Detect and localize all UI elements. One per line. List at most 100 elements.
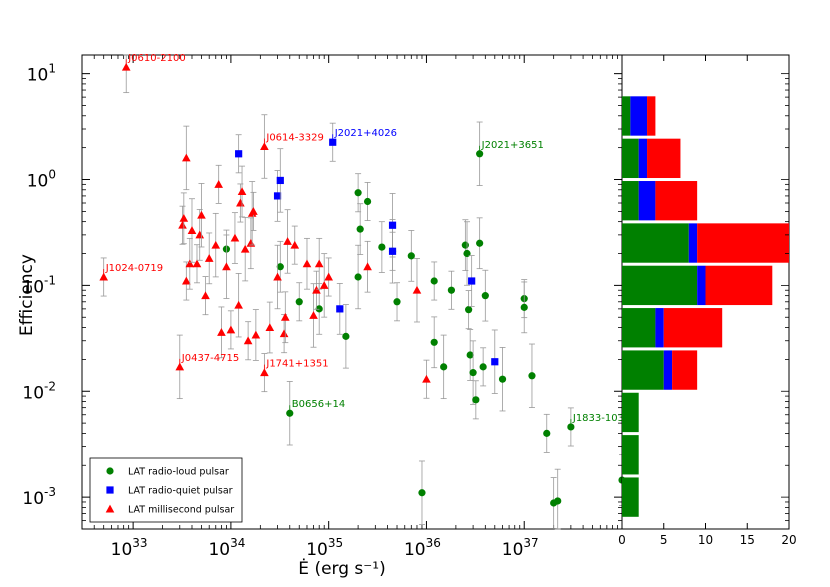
x-tick-label: 1037 xyxy=(502,536,539,560)
loud-point xyxy=(472,396,480,404)
y-tick-label: 101 xyxy=(27,62,56,86)
quiet-point xyxy=(388,247,397,255)
quiet-point xyxy=(388,221,397,229)
loud-point xyxy=(430,338,438,346)
loud-point xyxy=(476,239,484,247)
msp-point xyxy=(243,336,253,345)
quiet-point xyxy=(468,277,476,285)
loud-point xyxy=(465,306,473,314)
msp-point xyxy=(312,285,321,294)
hist-x-tick-label: 20 xyxy=(781,533,796,547)
hist-bar-msp xyxy=(647,138,681,179)
hist-bar-msp xyxy=(672,350,698,390)
hist-bar-loud xyxy=(622,392,639,433)
quiet-point xyxy=(336,305,344,313)
hist-bar-loud xyxy=(622,181,639,221)
y-tick-label: 10-2 xyxy=(22,379,56,403)
loud-point xyxy=(276,263,284,271)
loud-point xyxy=(469,369,477,377)
hist-bar-quiet xyxy=(655,308,664,348)
hist-x-tick-label: 15 xyxy=(740,533,755,547)
msp-point xyxy=(240,244,250,253)
annotation-label: J0614-3329 xyxy=(265,133,323,144)
loud-point xyxy=(407,252,415,260)
loud-point xyxy=(378,243,386,251)
x-tick-label: 1034 xyxy=(208,536,245,560)
hist-x-tick-label: 10 xyxy=(698,533,713,547)
legend-marker-msp xyxy=(105,504,115,513)
hist-bar-quiet xyxy=(638,181,656,221)
msp-point xyxy=(422,374,431,383)
x-tick-label: 1035 xyxy=(306,536,343,560)
hist-bar-loud xyxy=(622,350,664,390)
hist-bar-msp xyxy=(663,308,723,348)
msp-point xyxy=(222,262,231,271)
legend-marker-quiet xyxy=(106,486,114,494)
loud-point xyxy=(354,273,362,281)
hist-bar-msp xyxy=(697,223,789,263)
msp-point xyxy=(195,230,205,239)
x-tick-label: 1033 xyxy=(111,536,148,560)
msp-point xyxy=(204,254,214,262)
msp-point xyxy=(217,328,226,336)
msp-point xyxy=(273,272,282,281)
loud-point xyxy=(528,372,536,380)
annotation-label: B0656+14 xyxy=(292,399,345,410)
msp-point xyxy=(192,259,202,268)
msp-point xyxy=(279,329,289,338)
loud-point xyxy=(481,292,489,300)
loud-point xyxy=(543,429,551,437)
annotation-label: J0610-2100 xyxy=(127,53,185,64)
loud-point xyxy=(393,298,401,306)
msp-point xyxy=(236,198,245,207)
hist-bar-loud xyxy=(622,477,639,517)
msp-point xyxy=(237,187,247,195)
msp-point xyxy=(319,281,329,289)
msp-point xyxy=(230,233,240,242)
loud-point xyxy=(463,249,471,258)
quiet-point xyxy=(329,138,337,146)
efficiency-histogram: 0 5 10 15 20 xyxy=(618,54,797,547)
loud-point xyxy=(418,489,426,497)
msp-point xyxy=(179,213,189,222)
msp-point xyxy=(182,153,191,162)
hist-bar-loud xyxy=(622,223,689,263)
msp-point xyxy=(197,210,206,219)
quiet-point xyxy=(273,192,282,200)
x-axis-title: Ė (erg s⁻¹) xyxy=(298,558,385,579)
msp-point xyxy=(251,330,261,339)
x-axis-label: Ė (erg s⁻¹) xyxy=(298,558,385,579)
msp-point xyxy=(185,259,195,268)
msp-point xyxy=(246,238,256,247)
loud-point xyxy=(356,225,364,233)
series-msp xyxy=(99,54,431,400)
msp-point xyxy=(201,291,210,300)
msp-point xyxy=(412,285,422,294)
msp-point xyxy=(178,220,187,229)
quiet-point xyxy=(235,150,243,158)
y-tick-label: 100 xyxy=(27,168,56,192)
annotation-label: J1024-0719 xyxy=(105,263,163,274)
hist-bar-msp xyxy=(647,96,656,136)
legend-label-loud: LAT radio-loud pulsar xyxy=(128,467,229,478)
loud-point xyxy=(363,197,372,206)
legend: LAT radio-loud pulsar LAT radio-quiet pul… xyxy=(89,457,243,523)
loud-point xyxy=(354,189,362,197)
hist-bar-loud xyxy=(622,435,639,475)
quiet-point xyxy=(491,358,499,366)
loud-point xyxy=(342,332,350,340)
hist-bar-loud xyxy=(622,96,631,136)
msp-point xyxy=(324,272,333,281)
msp-point xyxy=(309,311,318,319)
loud-point xyxy=(430,277,438,285)
hist-bar-msp xyxy=(705,265,773,306)
loud-point xyxy=(479,363,487,371)
hist-bar-quiet xyxy=(663,350,673,390)
y-tick-label: 10-3 xyxy=(22,485,56,509)
loud-point xyxy=(461,241,469,249)
annotation-label: J1833-1034 xyxy=(572,413,630,424)
loud-point xyxy=(315,305,323,313)
hist-bar-quiet xyxy=(638,138,648,179)
annotation-label: J2021+4026 xyxy=(334,128,397,139)
